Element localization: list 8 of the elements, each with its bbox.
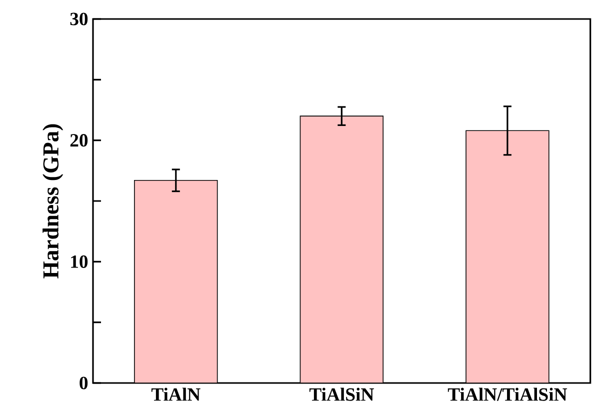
x-tick-label: TiAlN/TiAlSiN [448, 388, 568, 401]
x-tick-label: TiAlN [151, 388, 200, 401]
x-tick-label: TiAlSiN [309, 388, 374, 401]
y-tick-label: 10 [71, 255, 88, 268]
y-tick-label: 0 [80, 376, 88, 390]
y-tick-label: 20 [70, 134, 88, 147]
y-tick-label: 30 [70, 12, 88, 26]
y-axis-title: Hardness (GPa) [42, 124, 64, 278]
